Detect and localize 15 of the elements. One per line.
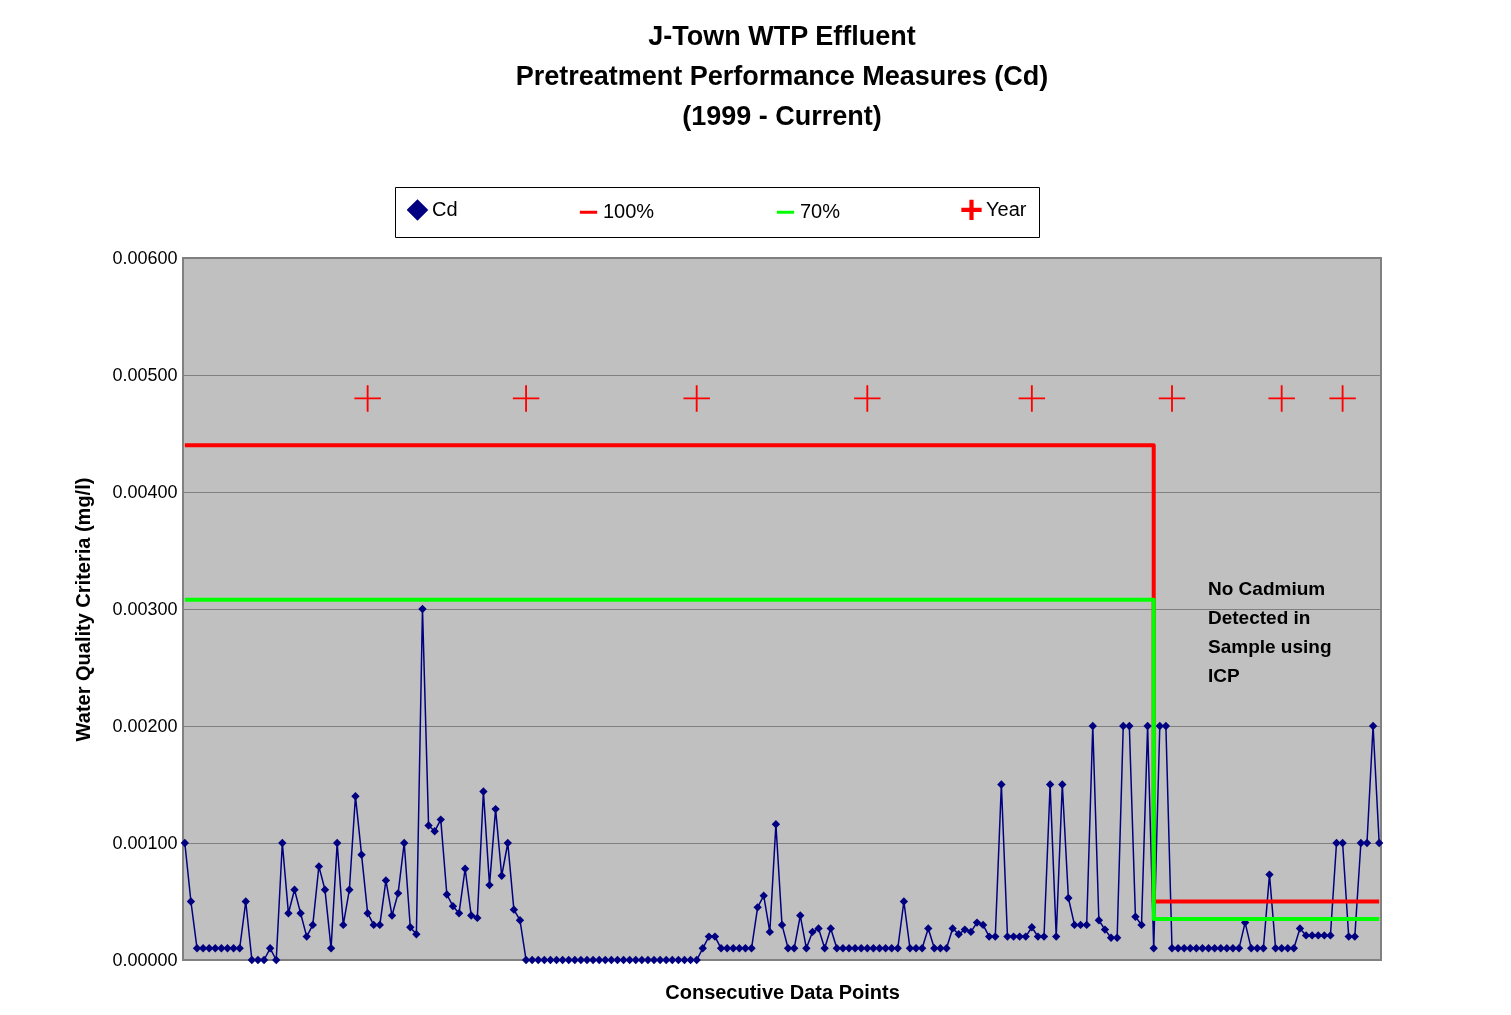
x-axis-title: Consecutive Data Points <box>665 980 900 1003</box>
y-tick-label: 0.00200 <box>112 715 178 736</box>
y-tick-label: 0.00100 <box>112 832 178 853</box>
chart-title: J-Town WTP Effluent Pretreatment Performance Measures (Cd) (1999 - Current) <box>515 20 1049 131</box>
y-tick-label: 0.00500 <box>112 364 178 385</box>
y-tick-label: 0.00000 <box>112 949 178 970</box>
y-tick-label: 0.00300 <box>112 598 178 619</box>
legend-label: Cd <box>432 197 458 220</box>
y-tick-label: 0.00600 <box>112 247 178 268</box>
legend-label: Year <box>986 197 1027 220</box>
annotation: No Cadmium Detected in Sample using ICP <box>1208 578 1332 686</box>
y-axis-title: Water Quality Criteria (mg/l) <box>72 477 95 742</box>
legend-label: 100% <box>603 200 655 223</box>
y-tick-label: 0.00400 <box>112 481 178 502</box>
legend-label: 70% <box>800 200 841 223</box>
